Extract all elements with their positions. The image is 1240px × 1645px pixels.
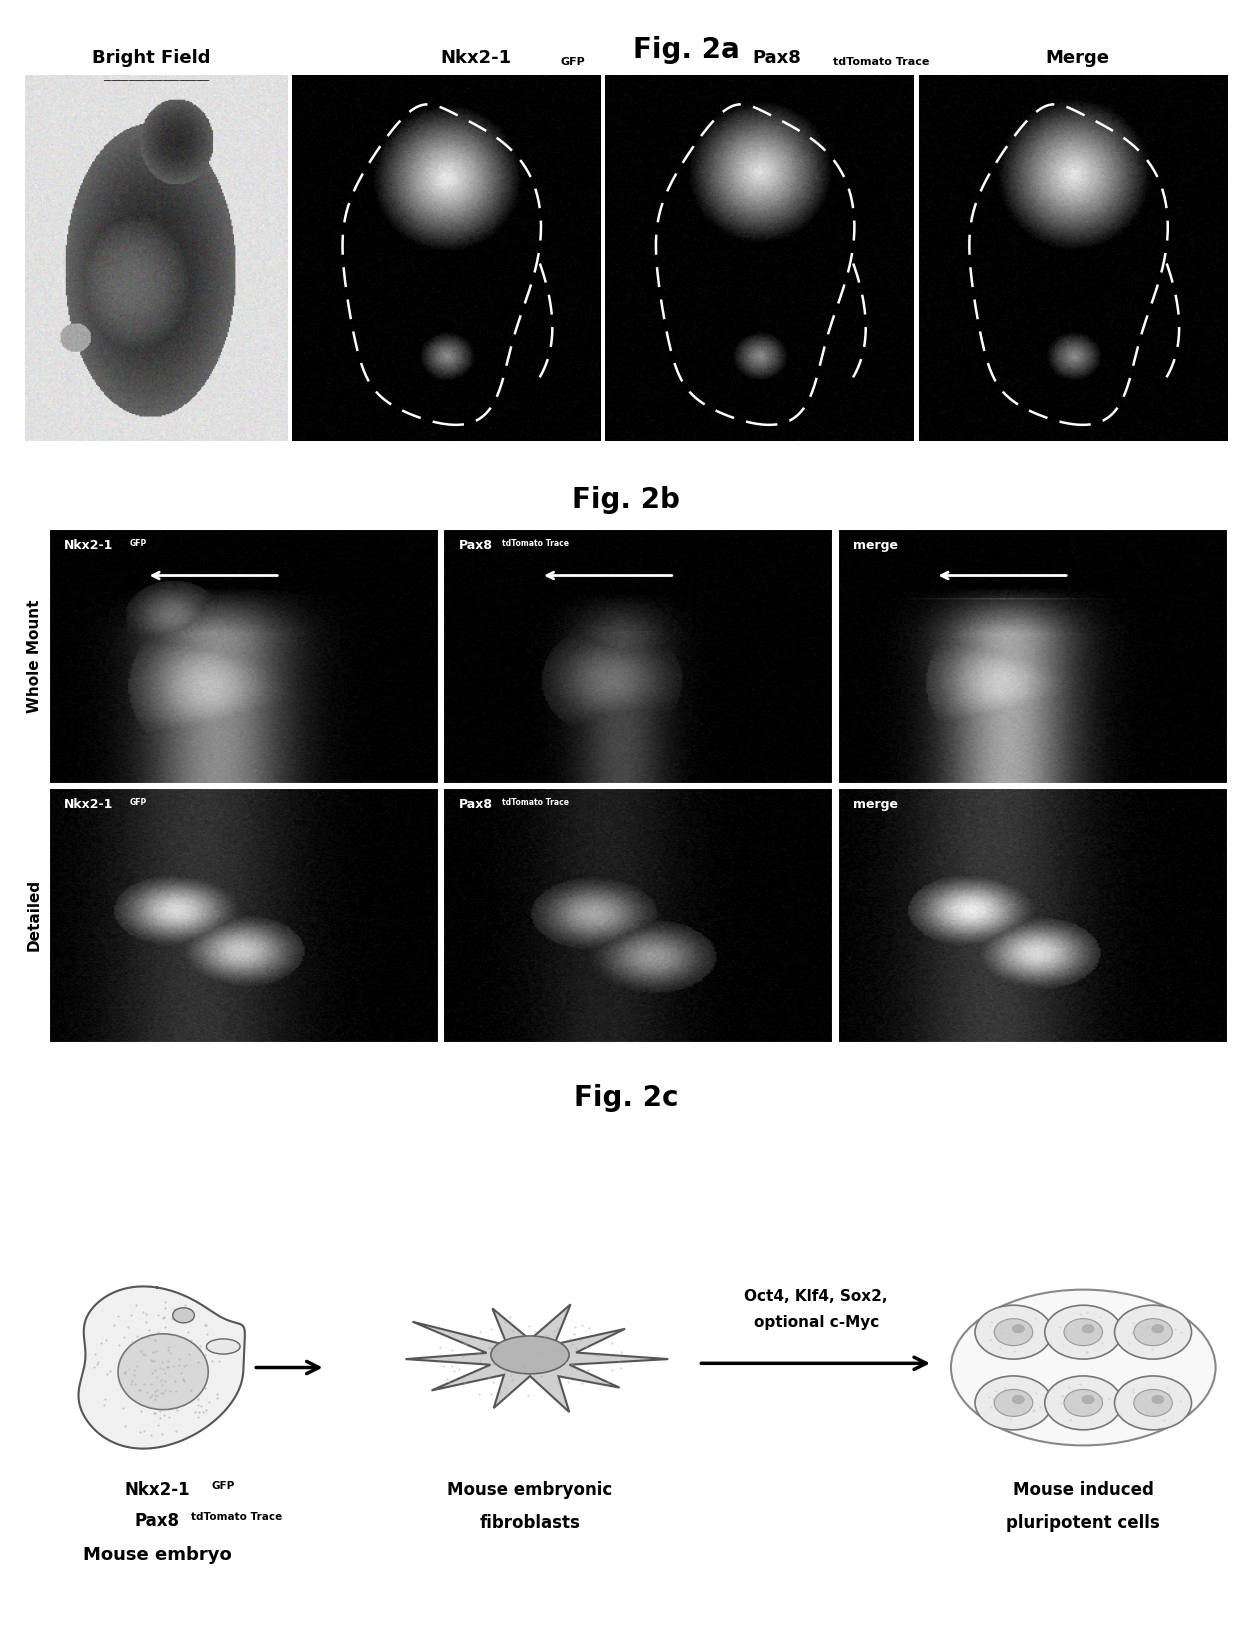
Text: Fig. 2c: Fig. 2c	[574, 1084, 678, 1112]
Circle shape	[1083, 1395, 1094, 1403]
Circle shape	[975, 1304, 1052, 1359]
Text: Whole Mount: Whole Mount	[27, 600, 42, 714]
Circle shape	[1152, 1324, 1164, 1332]
Circle shape	[994, 1319, 1033, 1346]
Text: Nkx2-1: Nkx2-1	[440, 49, 511, 67]
Text: Mouse embryonic: Mouse embryonic	[448, 1480, 613, 1499]
Text: tdTomato Trace: tdTomato Trace	[502, 798, 569, 806]
Text: Nkx2-1: Nkx2-1	[64, 798, 114, 811]
Circle shape	[994, 1390, 1033, 1416]
Circle shape	[1115, 1304, 1192, 1359]
Circle shape	[1115, 1375, 1192, 1430]
Text: GFP: GFP	[130, 540, 148, 548]
Text: Pax8: Pax8	[459, 540, 492, 553]
Text: Pax8: Pax8	[459, 798, 492, 811]
Circle shape	[172, 1308, 195, 1323]
Text: tdTomato Trace: tdTomato Trace	[502, 540, 569, 548]
Text: GFP: GFP	[211, 1480, 234, 1492]
Text: GFP: GFP	[130, 798, 148, 806]
Circle shape	[1012, 1324, 1024, 1332]
Text: Pax8: Pax8	[753, 49, 801, 67]
Text: Fig. 2b: Fig. 2b	[573, 487, 680, 515]
Text: tdTomato Trace: tdTomato Trace	[833, 58, 930, 67]
Polygon shape	[78, 1286, 244, 1449]
Text: Detailed: Detailed	[27, 878, 42, 951]
Circle shape	[975, 1375, 1052, 1430]
Text: Nkx2-1: Nkx2-1	[64, 540, 114, 553]
Ellipse shape	[118, 1334, 208, 1410]
Circle shape	[1045, 1375, 1122, 1430]
Text: merge: merge	[853, 798, 898, 811]
Circle shape	[1064, 1319, 1102, 1346]
Circle shape	[1045, 1304, 1122, 1359]
Text: Fig. 2a: Fig. 2a	[632, 36, 740, 64]
Polygon shape	[405, 1304, 668, 1411]
Text: Bright Field: Bright Field	[92, 49, 211, 67]
Text: Mouse induced: Mouse induced	[1013, 1480, 1153, 1499]
Circle shape	[1064, 1390, 1102, 1416]
Circle shape	[1012, 1395, 1024, 1403]
Circle shape	[1152, 1395, 1164, 1403]
Circle shape	[1133, 1319, 1172, 1346]
Text: Mouse embryo: Mouse embryo	[83, 1546, 232, 1564]
Text: pluripotent cells: pluripotent cells	[1007, 1513, 1161, 1531]
Text: optional c-Myc: optional c-Myc	[754, 1314, 879, 1329]
Text: Merge: Merge	[1045, 49, 1110, 67]
Circle shape	[1083, 1324, 1094, 1332]
Text: fibroblasts: fibroblasts	[480, 1513, 580, 1531]
Ellipse shape	[491, 1336, 569, 1374]
Text: tdTomato Trace: tdTomato Trace	[191, 1512, 281, 1522]
Ellipse shape	[951, 1290, 1215, 1446]
Ellipse shape	[206, 1339, 241, 1354]
Text: GFP: GFP	[560, 58, 585, 67]
Text: Pax8: Pax8	[135, 1512, 180, 1530]
Text: Nkx2-1: Nkx2-1	[124, 1480, 190, 1499]
Text: Oct4, Klf4, Sox2,: Oct4, Klf4, Sox2,	[744, 1290, 888, 1304]
Circle shape	[1133, 1390, 1172, 1416]
Text: merge: merge	[853, 540, 898, 553]
Text: ─────────────────────────: ─────────────────────────	[103, 79, 210, 84]
